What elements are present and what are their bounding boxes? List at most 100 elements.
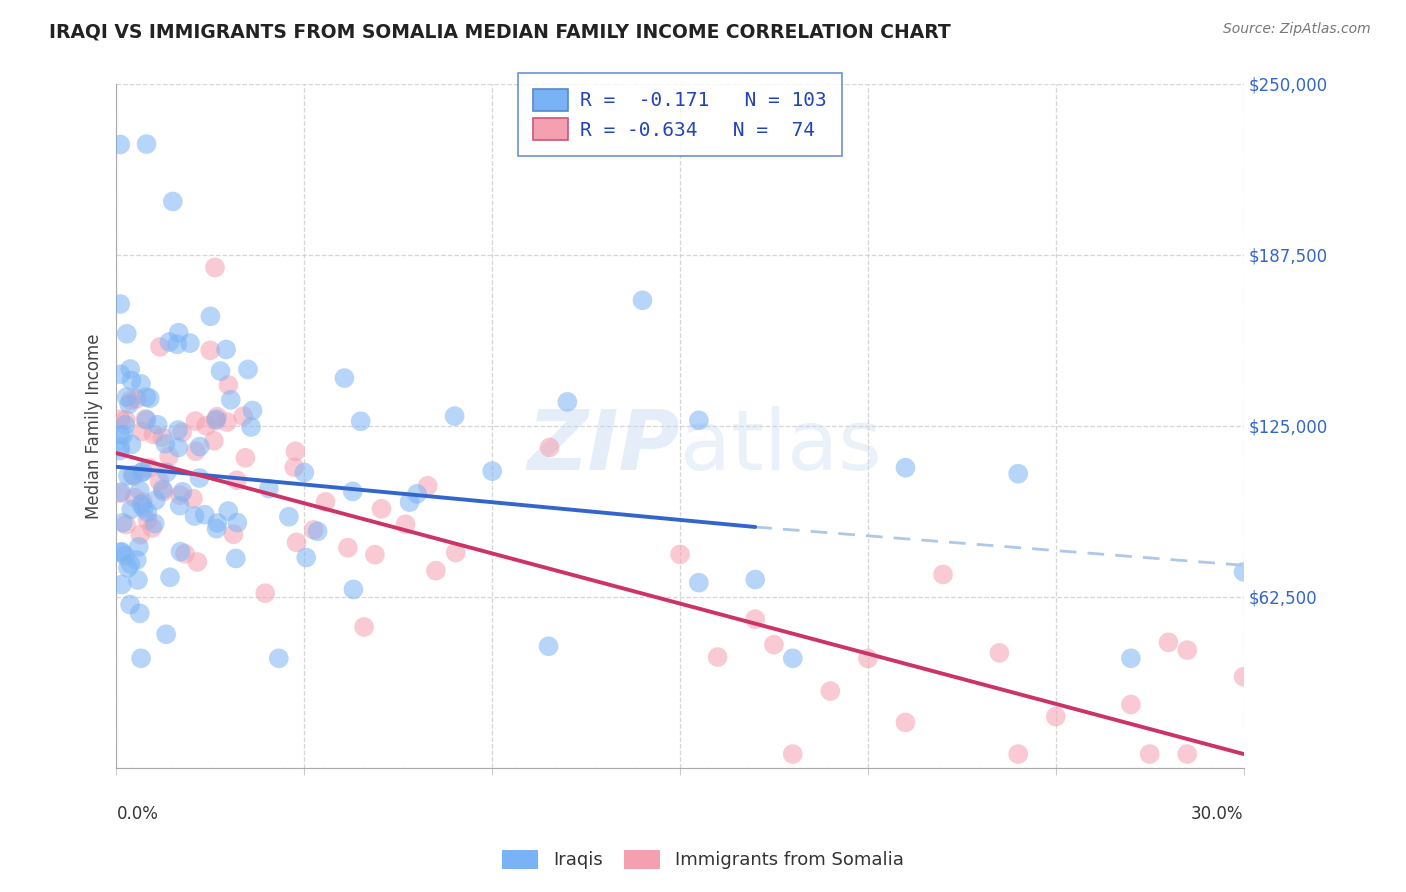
Point	[226, 516, 249, 530]
Point	[110, 486, 132, 500]
Point	[240, 420, 263, 434]
Point	[120, 502, 142, 516]
Point	[169, 488, 191, 502]
Legend: R =  -0.171   N = 103, R = -0.634   N =  74: R = -0.171 N = 103, R = -0.634 N = 74	[517, 73, 842, 156]
Point	[114, 549, 136, 563]
Point	[110, 297, 132, 311]
Point	[172, 484, 194, 499]
Point	[557, 395, 579, 409]
Point	[167, 326, 190, 340]
Point	[125, 553, 148, 567]
Text: atlas: atlas	[681, 406, 882, 487]
Point	[481, 464, 503, 478]
Point	[394, 517, 416, 532]
Point	[143, 516, 166, 531]
Point	[688, 575, 710, 590]
Point	[135, 413, 157, 427]
Point	[1119, 698, 1142, 712]
Point	[820, 684, 842, 698]
Point	[138, 460, 160, 475]
Point	[1007, 747, 1029, 761]
Point	[142, 427, 165, 442]
Point	[148, 475, 170, 489]
Point	[370, 501, 392, 516]
Point	[215, 343, 238, 357]
Point	[111, 516, 134, 530]
Point	[115, 390, 138, 404]
Point	[894, 715, 917, 730]
Point	[302, 523, 325, 537]
Point	[136, 513, 159, 527]
Point	[184, 414, 207, 428]
Point	[157, 334, 180, 349]
Point	[120, 557, 142, 571]
Point	[292, 466, 315, 480]
Point	[128, 607, 150, 621]
Point	[114, 417, 136, 432]
Point	[1233, 565, 1256, 579]
Point	[132, 495, 155, 509]
Point	[207, 516, 229, 530]
Point	[169, 499, 191, 513]
Point	[115, 517, 138, 532]
Point	[342, 582, 364, 597]
Point	[333, 371, 356, 385]
Point	[443, 409, 465, 423]
Point	[856, 651, 879, 665]
Text: ZIP: ZIP	[527, 406, 681, 487]
Point	[186, 555, 208, 569]
Point	[110, 443, 132, 458]
Point	[398, 495, 420, 509]
Point	[202, 434, 225, 448]
Point	[782, 651, 804, 665]
Point	[225, 473, 247, 487]
Point	[167, 441, 190, 455]
Point	[1175, 643, 1198, 657]
Point	[112, 427, 135, 442]
Point	[122, 468, 145, 483]
Point	[129, 527, 152, 541]
Point	[174, 547, 197, 561]
Point	[988, 646, 1011, 660]
Point	[125, 392, 148, 406]
Point	[150, 430, 173, 444]
Point	[141, 521, 163, 535]
Point	[225, 551, 247, 566]
Point	[155, 437, 177, 451]
Point	[124, 491, 146, 505]
Point	[132, 500, 155, 515]
Point	[121, 374, 143, 388]
Point	[132, 464, 155, 478]
Point	[135, 390, 157, 404]
Point	[204, 260, 226, 275]
Point	[1007, 467, 1029, 481]
Point	[166, 337, 188, 351]
Point	[1233, 670, 1256, 684]
Point	[155, 627, 177, 641]
Point	[235, 450, 257, 465]
Point	[120, 362, 142, 376]
Point	[184, 444, 207, 458]
Point	[134, 412, 156, 426]
Point	[209, 364, 232, 378]
Point	[1119, 651, 1142, 665]
Point	[204, 414, 226, 428]
Point	[744, 573, 766, 587]
Point	[120, 598, 142, 612]
Point	[425, 564, 447, 578]
Point	[200, 310, 222, 324]
Point	[121, 437, 143, 451]
Point	[416, 479, 439, 493]
Point	[146, 417, 169, 432]
Point	[242, 403, 264, 417]
Point	[129, 376, 152, 391]
Point	[222, 527, 245, 541]
Point	[205, 522, 228, 536]
Point	[188, 440, 211, 454]
Point	[117, 468, 139, 483]
Point	[157, 450, 180, 464]
Point	[254, 586, 277, 600]
Point	[195, 418, 218, 433]
Point	[120, 393, 142, 408]
Point	[236, 362, 259, 376]
